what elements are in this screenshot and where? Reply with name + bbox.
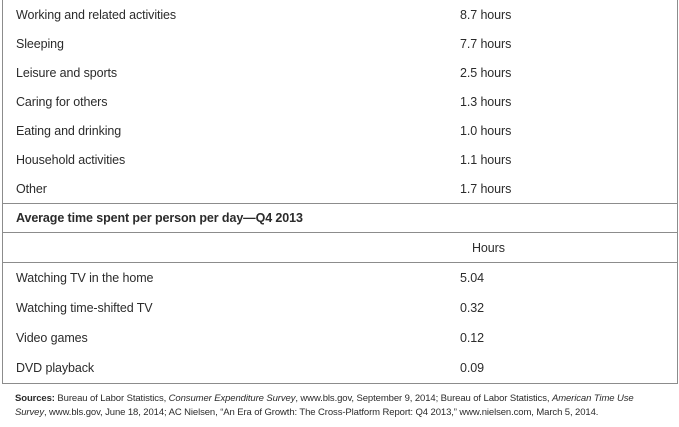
- table-row: Household activities 1.1 hours: [3, 145, 677, 174]
- row-value: 0.12: [460, 331, 484, 345]
- table-row: Eating and drinking 1.0 hours: [3, 116, 677, 145]
- media-time-table-rows: Watching TV in the home 5.04 Watching time…: [3, 263, 677, 383]
- row-value: 1.7 hours: [460, 181, 512, 196]
- row-label: Watching TV in the home: [16, 271, 154, 285]
- row-value: 5.04: [460, 271, 484, 285]
- table-row: Video games 0.12: [3, 323, 677, 353]
- source-title: Consumer Expenditure Survey: [168, 393, 296, 404]
- column-header-row: Hours: [3, 233, 677, 263]
- hours-column-header: Hours: [472, 240, 505, 255]
- row-value: 0.32: [460, 301, 484, 315]
- table-row: Watching TV in the home 5.04: [3, 263, 677, 293]
- row-value: 7.7 hours: [460, 36, 512, 51]
- source-text: , www.bls.gov, June 18, 2014; AC Nielsen…: [43, 407, 599, 418]
- row-label: Eating and drinking: [16, 123, 122, 138]
- row-label: Sleeping: [16, 36, 64, 51]
- row-label: Household activities: [16, 152, 126, 167]
- row-label: Other: [16, 181, 47, 196]
- time-use-table: Working and related activities 8.7 hours S…: [2, 0, 678, 384]
- daily-activities-table-rows: Working and related activities 8.7 hours S…: [3, 0, 677, 203]
- table-row: Working and related activities 8.7 hours: [3, 0, 677, 29]
- row-label: Caring for others: [16, 94, 108, 109]
- source-text: Bureau of Labor Statistics,: [57, 393, 169, 404]
- row-value: 8.7 hours: [460, 7, 512, 22]
- row-label: Leisure and sports: [16, 65, 118, 80]
- row-label: Working and related activities: [16, 7, 177, 22]
- row-label: Video games: [16, 331, 88, 345]
- table-row: DVD playback 0.09: [3, 353, 677, 383]
- row-label: DVD playback: [16, 361, 94, 375]
- table-row: Leisure and sports 2.5 hours: [3, 58, 677, 87]
- sources-label: Sources:: [15, 393, 58, 404]
- row-label: Watching time-shifted TV: [16, 301, 153, 315]
- row-value: 1.3 hours: [460, 94, 512, 109]
- row-value: 1.1 hours: [460, 152, 512, 167]
- table-row: Watching time-shifted TV 0.32: [3, 293, 677, 323]
- table-row: Sleeping 7.7 hours: [3, 29, 677, 58]
- row-value: 2.5 hours: [460, 65, 512, 80]
- source-text: , www.bls.gov, September 9, 2014; Bureau…: [295, 393, 552, 404]
- row-value: 1.0 hours: [460, 123, 512, 138]
- source-title: American Time Use Survey: [15, 393, 634, 418]
- section-header-average-time: Average time spent per person per day—Q4…: [3, 203, 677, 233]
- sources-note: Sources: Bureau of Labor Statistics, Con…: [15, 392, 667, 420]
- row-value: 0.09: [460, 361, 484, 375]
- table-row: Caring for others 1.3 hours: [3, 87, 677, 116]
- table-row: Other 1.7 hours: [3, 174, 677, 203]
